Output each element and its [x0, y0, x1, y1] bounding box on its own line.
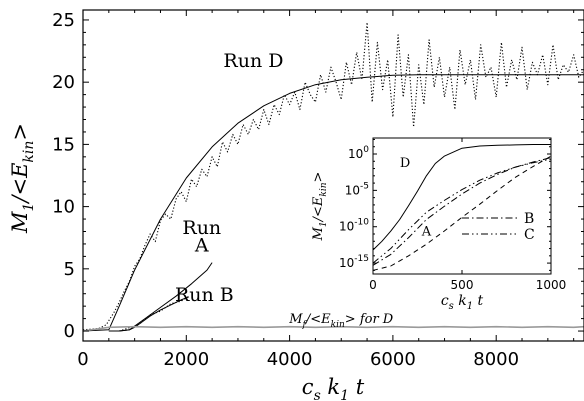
- inset-series-c-line: [373, 158, 551, 264]
- main-y-tick-label: 5: [64, 259, 75, 280]
- inset-plot-area: [373, 144, 551, 271]
- inset-x-axis-label: cs k1 t: [441, 293, 484, 312]
- main-annotation: Mf/<Ekin> for D: [288, 312, 394, 330]
- main-series-4-line: [119, 295, 190, 332]
- main-annotation: Run: [182, 217, 221, 239]
- inset-legend-label: C: [524, 227, 535, 243]
- main-series-5-line: [83, 325, 584, 332]
- main-x-tick-label: 4000: [267, 349, 313, 370]
- inset-x-tick-label: 500: [451, 278, 474, 292]
- main-x-tick-label: 8000: [473, 349, 519, 370]
- inset-annotation: A: [421, 224, 432, 239]
- inset-series-d-line: [373, 144, 551, 251]
- inset-y-tick-label: 10-5: [345, 181, 369, 197]
- inset-legend: BC: [462, 211, 535, 243]
- main-plot-area: [83, 21, 584, 332]
- main-series-3-line: [119, 296, 190, 332]
- inset-y-tick-label: 100: [348, 145, 369, 161]
- main-annotation: Run D: [223, 50, 283, 72]
- inset-annotation: D: [400, 156, 410, 171]
- main-series-1-line: [83, 74, 584, 332]
- main-y-axis-label: M1/<Ekin>: [8, 123, 37, 234]
- main-y-tick-label: 20: [52, 72, 75, 93]
- inset-x-tick-label: 0: [369, 278, 377, 292]
- main-y-tick-label: 10: [52, 197, 75, 218]
- main-y-tick-label: 25: [52, 10, 75, 31]
- main-frame: [82, 9, 584, 342]
- main-x-tick-label: 2000: [163, 349, 209, 370]
- main-series-0-line: [83, 21, 584, 331]
- main-x-tick-label: 0: [77, 349, 88, 370]
- main-x-tick-label: 6000: [370, 349, 416, 370]
- main-y-tick-label: 0: [64, 321, 75, 342]
- inset-x-tick-label: 1000: [536, 278, 567, 292]
- inset-y-axis-label: M1/<Ekin>: [311, 172, 329, 242]
- inset-legend-label: B: [524, 211, 534, 227]
- inset-y-tick-label: 10-15: [339, 254, 369, 270]
- inset-panel: 0 500 1000 100 10-5 10-10 10-15 D Acs k1 t M1/<Ek…: [311, 137, 567, 312]
- inset-series-b-line: [373, 157, 551, 266]
- main-y-tick-label: 15: [52, 134, 75, 155]
- main-x-axis-label: cs k1 t: [302, 375, 365, 401]
- inset-background: [373, 138, 551, 274]
- inset-y-tick-label: 10-10: [339, 218, 369, 234]
- main-annotation: A: [194, 234, 209, 256]
- main-annotation: Run B: [175, 284, 234, 306]
